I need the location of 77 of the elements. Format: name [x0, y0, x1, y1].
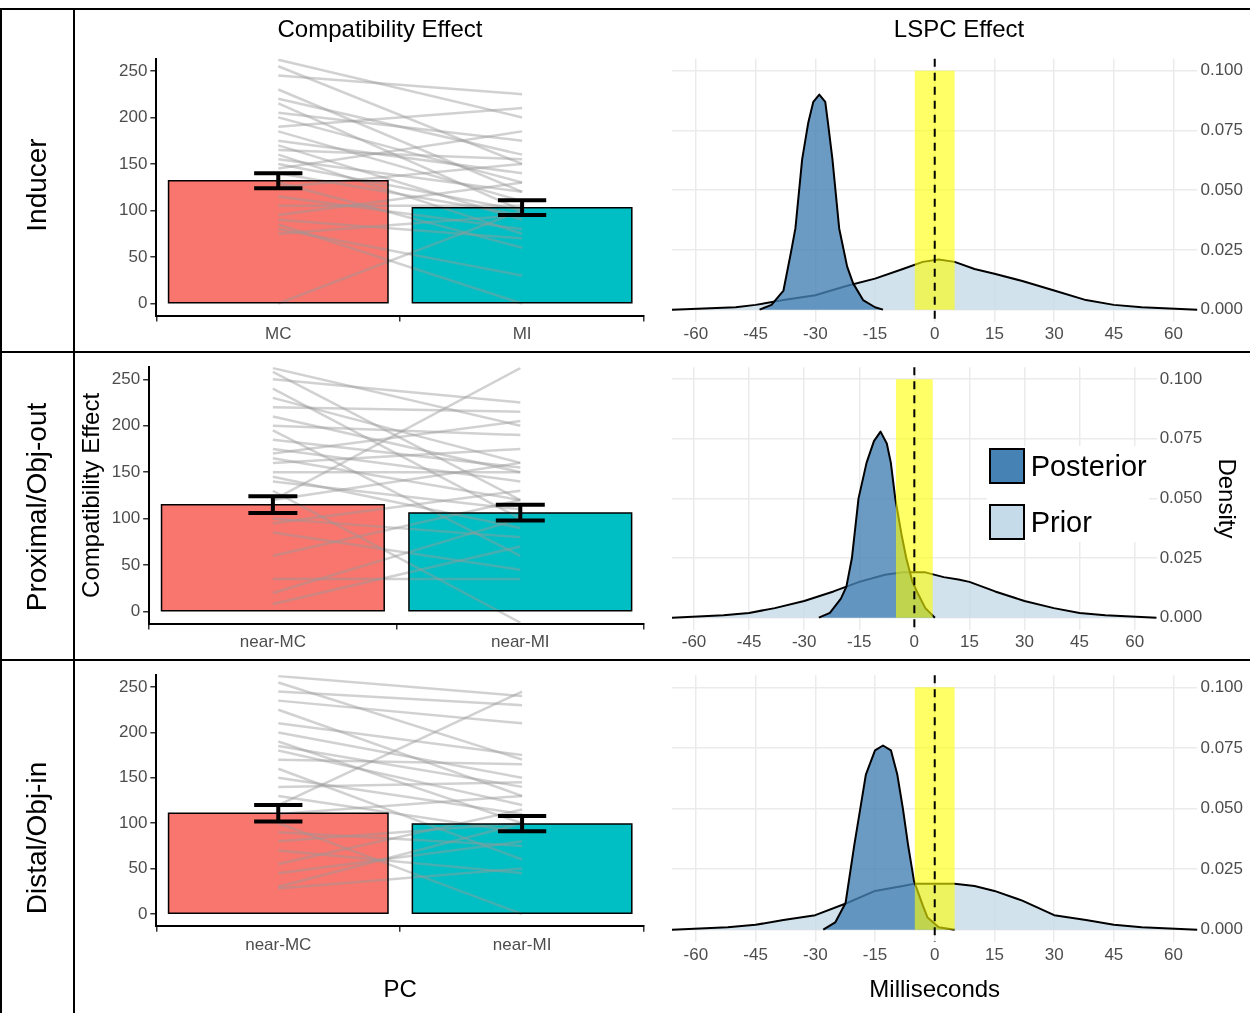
- x-tick-label: 0: [929, 944, 940, 964]
- y-tick-label: 0.075: [1159, 428, 1203, 448]
- legend-label: Prior: [1030, 505, 1092, 540]
- x-tick-label: -30: [803, 324, 828, 344]
- y-tick-label: 0: [137, 903, 148, 923]
- x-tick-label: 45: [1104, 324, 1124, 344]
- y-tick-label: 50: [128, 858, 148, 878]
- x-tick-label: -30: [791, 632, 817, 652]
- x-tick-label: 15: [959, 632, 979, 652]
- y-tick-label: 200: [111, 415, 141, 435]
- x-tick-label: 60: [1164, 324, 1184, 344]
- x-tick-label: 0: [929, 324, 940, 344]
- x-tick-label: MC: [265, 324, 292, 344]
- x-tick-label: 45: [1070, 632, 1090, 652]
- y-tick-label: 50: [128, 246, 148, 266]
- y-axis-title: Compatibility Effect: [77, 392, 105, 598]
- x-tick-label: near-MC: [239, 632, 306, 652]
- y-tick-label: 200: [118, 722, 148, 742]
- y-tick-label: 0.000: [1200, 299, 1244, 319]
- text: Distal/Obj-in: [21, 761, 53, 914]
- x-tick-label: 15: [984, 944, 1004, 964]
- y-tick-label: 0.100: [1200, 677, 1244, 697]
- y-tick-label: 0: [137, 293, 148, 313]
- y-tick-label: 0.100: [1200, 60, 1244, 80]
- x-tick-label: 60: [1164, 944, 1184, 964]
- y-tick-label: 250: [111, 368, 141, 388]
- y-tick-label: 0.025: [1159, 547, 1203, 567]
- y-tick-label: 0.050: [1200, 179, 1244, 199]
- x-tick-label: -45: [736, 632, 762, 652]
- x-tick-label: -45: [743, 944, 768, 964]
- x-tick-label: -60: [683, 944, 709, 964]
- y-tick-label: 150: [111, 461, 141, 481]
- x-tick-label: 45: [1104, 944, 1124, 964]
- x-tick-label: -30: [803, 944, 828, 964]
- y-tick-label: 0.075: [1200, 120, 1244, 140]
- x-tick-label: -60: [683, 324, 709, 344]
- y-tick-label: 0.050: [1159, 488, 1203, 508]
- x-tick-label: 0: [909, 632, 920, 652]
- text: Proximal/Obj-out: [21, 402, 53, 612]
- x-tick-label: 30: [1015, 632, 1034, 652]
- x-tick-label: near-MC: [245, 934, 312, 954]
- y-tick-label: 50: [121, 554, 141, 574]
- chart-title: Compatibility Effect: [277, 15, 483, 43]
- x-tick-label: 30: [1044, 324, 1064, 344]
- y-tick-label: 150: [118, 153, 148, 173]
- x-tick-label: -15: [862, 324, 888, 344]
- y-tick-label: 0.075: [1200, 737, 1244, 757]
- x-axis-title: PC: [383, 975, 417, 1003]
- legend-label: Posterior: [1030, 449, 1147, 484]
- x-axis-title: Milliseconds: [869, 975, 1001, 1003]
- x-tick-label: 30: [1044, 944, 1064, 964]
- x-tick-label: near-MI: [491, 632, 550, 652]
- y-tick-label: 0.000: [1159, 607, 1203, 627]
- x-tick-label: 60: [1125, 632, 1145, 652]
- text: Inducer: [21, 138, 53, 232]
- y-tick-label: 100: [111, 508, 141, 528]
- y-tick-label: 0.025: [1200, 239, 1244, 259]
- x-tick-label: 15: [984, 324, 1004, 344]
- x-tick-label: -15: [846, 632, 872, 652]
- y-tick-label: 0.000: [1200, 919, 1244, 939]
- y-tick-label: 0: [130, 601, 141, 621]
- y-axis-title: Density: [1213, 458, 1241, 539]
- y-tick-label: 0.100: [1159, 368, 1203, 388]
- y-tick-label: 100: [118, 200, 148, 220]
- y-tick-label: 250: [118, 60, 148, 80]
- x-tick-label: near-MI: [492, 934, 552, 954]
- y-tick-label: 200: [118, 107, 148, 127]
- y-tick-label: 100: [118, 812, 148, 832]
- chart-title: LSPC Effect: [893, 15, 1025, 43]
- y-tick-label: 150: [118, 767, 148, 787]
- x-tick-label: -60: [681, 632, 707, 652]
- y-tick-label: 250: [118, 676, 148, 696]
- x-tick-label: -45: [743, 324, 768, 344]
- y-tick-label: 0.050: [1200, 798, 1244, 818]
- x-tick-label: -15: [862, 944, 888, 964]
- x-tick-label: MI: [512, 324, 532, 344]
- y-tick-label: 0.025: [1200, 858, 1244, 878]
